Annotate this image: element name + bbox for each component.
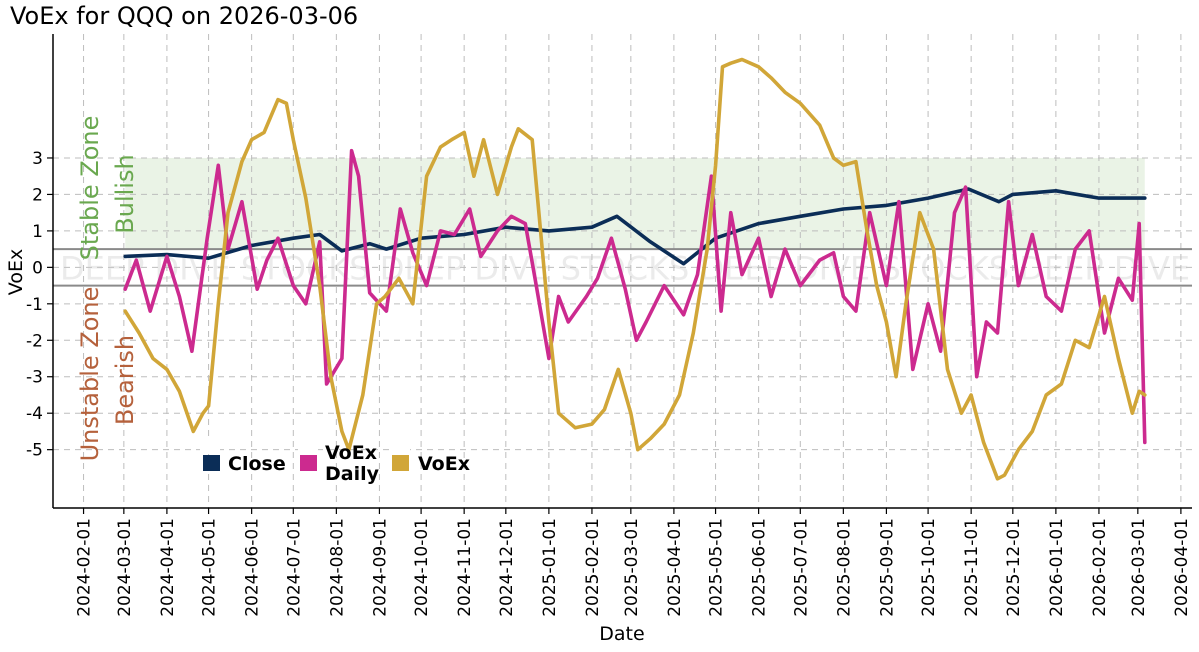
x-tick-label: 2024-10-01 [412,518,432,617]
x-tick-label: 2025-06-01 [750,518,770,617]
x-tick-label: 2026-01-01 [1047,518,1067,617]
x-tick-label: 2026-03-01 [1129,518,1149,617]
y-axis-label: VoEx [5,249,27,295]
zones-layer [125,157,1145,250]
x-tick-label: 2024-03-01 [115,518,135,617]
x-tick-label: 2025-12-01 [1004,518,1024,617]
x-tick-label: 2025-05-01 [707,518,727,617]
series-layer [123,57,1147,481]
y-tick-labels: 3 2 1 0 -1 -2 -3 -4 -5 [26,149,43,461]
legend-label-voex-daily: VoEx Daily [325,442,384,485]
y-tick-label: 3 [32,149,43,169]
x-tick-label: 2024-04-01 [158,518,178,617]
y-tick-label: -4 [26,404,43,424]
legend-label-close: Close [228,453,286,475]
legend-swatch-voex-daily [300,455,317,471]
stable-zone-label: Stable Zone [76,116,104,261]
y-tick-label: -2 [26,331,43,351]
x-tick-label: 2025-01-01 [540,518,560,617]
series-line-voex-daily [123,148,1147,445]
y-tick-label: 0 [32,258,43,278]
y-tick-label: -3 [26,368,43,388]
x-tick-label: 2024-07-01 [284,518,304,617]
x-tick-label: 2025-08-01 [834,518,854,617]
x-tick-label: 2025-11-01 [962,518,982,617]
x-tick-labels: 2024-02-01 2024-03-01 2024-04-01 2024-05-01… [75,518,1192,617]
y-tick-label: -5 [26,441,43,461]
legend-label-voex: VoEx [418,453,470,475]
axes-layer [47,34,1192,514]
x-tick-label: 2024-08-01 [327,518,347,617]
legend-swatch-voex [392,455,409,471]
x-tick-label: 2025-09-01 [877,518,897,617]
x-tick-label: 2026-02-01 [1090,518,1110,617]
x-tick-label: 2025-10-01 [919,518,939,617]
x-tick-label: 2024-12-01 [497,518,517,617]
unstable-zone-label: Unstable Zone [76,287,104,462]
x-tick-label: 2025-03-01 [622,518,642,617]
legend-label-voex-daily-line2: Daily [325,463,380,485]
chart-title: VoEx for QQQ on 2026-03-06 [10,2,358,30]
x-axis-label: Date [599,623,644,645]
legend-swatch-close [203,455,220,471]
x-tick-label: 2024-02-01 [75,518,95,617]
grid-layer [53,34,1192,508]
x-tick-label: 2025-07-01 [791,518,811,617]
x-tick-label: 2025-04-01 [665,518,685,617]
bullish-label: Bullish [111,154,139,233]
y-tick-label: -1 [26,295,43,315]
y-tick-label: 2 [32,185,43,205]
x-tick-label: 2025-02-01 [583,518,603,617]
series-line-voex [123,57,1147,481]
x-tick-label: 2026-04-01 [1172,518,1192,617]
x-tick-label: 2024-09-01 [370,518,390,617]
x-tick-label: 2024-05-01 [200,518,220,617]
legend: Close VoEx Daily VoEx [200,440,470,485]
x-tick-label: 2024-11-01 [455,518,475,617]
legend-label-voex-daily-line1: VoEx [325,442,377,464]
bearish-label: Bearish [111,335,139,425]
x-tick-label: 2024-06-01 [243,518,263,617]
y-tick-label: 1 [32,222,43,242]
stable-zone-band [125,157,1145,250]
